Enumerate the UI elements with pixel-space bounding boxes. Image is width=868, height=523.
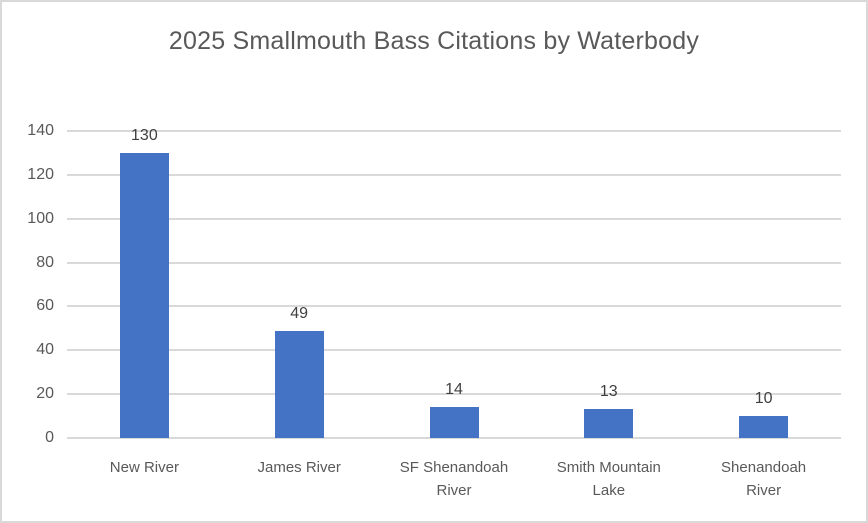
data-label: 10 <box>754 390 773 408</box>
x-axis-category-label: SF Shenandoah River <box>399 459 509 499</box>
gridline <box>67 393 841 396</box>
data-label: 49 <box>290 304 309 322</box>
gridline <box>67 261 841 264</box>
data-label: 14 <box>445 381 463 399</box>
data-label: 13 <box>599 383 618 401</box>
gridline <box>67 130 841 132</box>
gridline <box>67 217 841 220</box>
x-axis-category-label: Shenandoah River <box>721 459 807 499</box>
x-axis-category-label: New River <box>109 459 179 476</box>
bar-shenandoah-river <box>739 416 789 438</box>
x-axis-line <box>67 437 841 439</box>
bar-new-river <box>119 152 169 438</box>
y-axis-tick-label: 80 <box>36 253 54 271</box>
bar-james-river <box>274 330 324 438</box>
x-axis-category-label: James River <box>257 459 341 476</box>
data-label: 130 <box>131 126 158 144</box>
gridline <box>67 173 841 176</box>
y-axis-tick-label: 40 <box>36 341 54 359</box>
x-axis-category-label: Smith Mountain Lake <box>556 459 661 499</box>
y-axis-tick-label: 60 <box>36 297 54 315</box>
y-axis-tick-label: 140 <box>27 122 54 139</box>
y-axis-tick-label: 100 <box>27 209 54 227</box>
bar-smith-mountain-lake <box>584 409 634 438</box>
y-axis-tick-label: 120 <box>27 165 54 183</box>
gridline <box>67 305 841 308</box>
gridline <box>67 349 841 352</box>
chart-title: 2025 Smallmouth Bass Citations by Waterb… <box>168 27 700 55</box>
bar-sf-shenandoah-river <box>429 407 479 438</box>
y-axis-tick-label: 0 <box>45 429 54 446</box>
y-axis-tick-label: 20 <box>36 385 54 403</box>
